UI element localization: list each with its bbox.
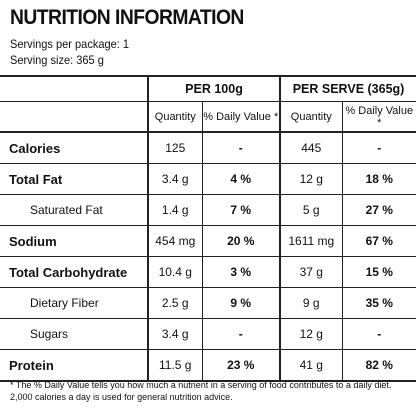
column-header: % Daily Value * [341,101,416,133]
cell: 1611 mg [279,225,343,257]
nutrient-name: Protein [0,349,148,382]
nutrient-name: Total Carbohydrate [0,256,148,288]
nutrient-name: Sodium [0,225,148,257]
nutrient-name: Dietary Fiber [0,287,148,319]
cell: 9 g [279,287,343,319]
cell: 35 % [341,287,416,319]
nutrition-table: PER 100g PER SERVE (365g) Quantity % Dai… [0,75,416,382]
cell: 4 % [201,163,281,195]
title: NUTRITION INFORMATION [10,6,244,29]
cell: 7 % [201,194,281,226]
nutrient-name: Total Fat [0,163,148,195]
cell: 3.4 g [147,318,202,350]
cell: 3.4 g [147,163,202,195]
cell: 2.5 g [147,287,202,319]
cell: 445 [279,132,343,164]
cell: 12 g [279,318,343,350]
cell: 125 [147,132,202,164]
nutrient-name: Sugars [0,318,148,350]
nutrient-row: Protein 11.5 g 23 % 41 g 82 % [0,349,416,382]
column-header: Quantity [147,101,202,133]
cell: - [201,318,281,350]
serving-size: Serving size: 365 g [10,53,104,67]
group-header: PER SERVE (365g) [279,76,416,102]
cell: 12 g [279,163,343,195]
cell: 41 g [279,349,343,382]
cell: 1.4 g [147,194,202,226]
cell: 67 % [341,225,416,257]
cell: - [201,132,281,164]
cell: - [341,132,416,164]
cell: 10.4 g [147,256,202,288]
cell: 454 mg [147,225,202,257]
cell: 20 % [201,225,281,257]
nutrient-name: Calories [0,132,148,164]
cell: 82 % [341,349,416,382]
cell: 37 g [279,256,343,288]
cell: 9 % [201,287,281,319]
footnote: * The % Daily Value tells you how much a… [10,380,392,402]
column-header: % Daily Value * [201,101,281,133]
nutrient-row: Calories 125-445- [0,132,416,164]
nutrient-row: Sugars 3.4 g -12 g- [0,318,416,350]
cell: 27 % [341,194,416,226]
nutrient-row: Sodium 454 mg 20 % 1611 mg 67 % [0,225,416,257]
cell: 18 % [341,163,416,195]
cell: 15 % [341,256,416,288]
cell: - [341,318,416,350]
cell: 3 % [201,256,281,288]
nutrient-name: Saturated Fat [0,194,148,226]
servings: Servings per package: 1 [10,37,130,51]
group-header: PER 100g [146,76,281,102]
cell: 11.5 g [147,349,202,382]
cell: 23 % [201,349,281,382]
cell: 5 g [279,194,343,226]
column-header: Quantity [279,101,343,133]
